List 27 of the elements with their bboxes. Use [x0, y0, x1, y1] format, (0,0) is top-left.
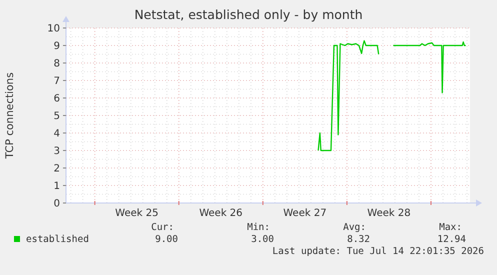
- y-tick-label: 7: [54, 76, 60, 87]
- y-tick-label: 9: [54, 41, 60, 52]
- y-tick-label: 2: [54, 164, 60, 174]
- text: Max:: [439, 222, 462, 233]
- text: Min:: [247, 222, 270, 233]
- y-tick-label: 8: [54, 58, 60, 70]
- y-tick-label: 10: [47, 24, 60, 34]
- y-tick-label: 3: [54, 146, 60, 157]
- x-tick-label: Week 28: [367, 208, 411, 219]
- y-axis-title: TCP connections: [4, 72, 16, 160]
- text: Last update: Tue Jul 14 22:01:35 2026: [272, 246, 484, 257]
- text: Cur:: [151, 222, 174, 233]
- text: Avg:: [343, 222, 366, 233]
- text: 9.00: [155, 234, 178, 245]
- x-tick-label: Week 25: [115, 208, 158, 219]
- text: 12.94: [437, 234, 466, 245]
- y-tick-label: 1: [54, 181, 60, 192]
- x-tick-label: Week 26: [199, 208, 243, 219]
- legend-label: established: [26, 234, 89, 245]
- text: 8.32: [347, 234, 370, 245]
- y-tick-label: 4: [54, 128, 60, 140]
- x-tick-label: Week 27: [283, 208, 327, 219]
- text: 3.00: [251, 234, 274, 245]
- y-tick-label: 5: [54, 111, 60, 122]
- chart-title: Netstat, established only - by month: [134, 7, 363, 22]
- y-tick-label: 6: [54, 94, 60, 104]
- y-tick-label: 0: [54, 198, 60, 210]
